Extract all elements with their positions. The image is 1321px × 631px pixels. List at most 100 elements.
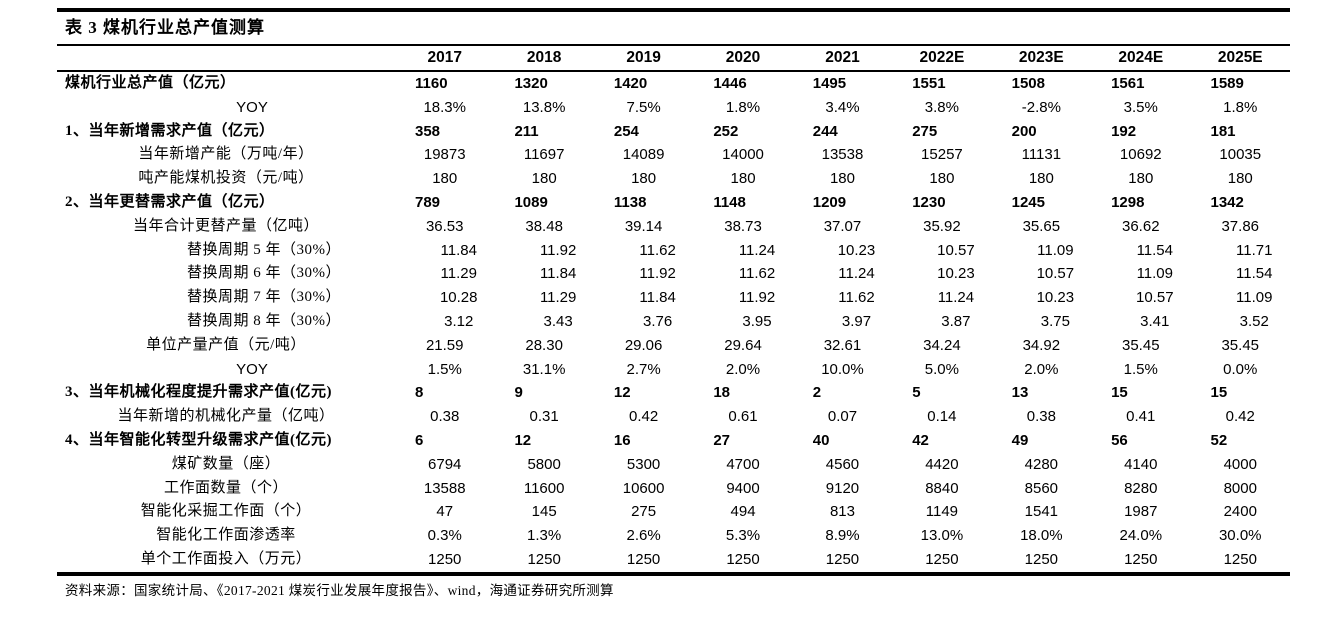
cell-value: 1420	[613, 75, 648, 92]
cell-value: 37.86	[1221, 217, 1260, 235]
row-label: 煤矿数量（座）	[171, 455, 281, 472]
cell-value: 1342	[1210, 193, 1244, 211]
row-label: 单位产量产值（元/吨）	[146, 336, 306, 353]
cell-value: 19873	[423, 146, 466, 164]
table-row: 4、当年智能化转型升级需求产值(亿元) 6 12 16 27 40 42 49 56 52	[57, 429, 1290, 453]
cell-value: 10.28	[439, 289, 478, 307]
cell-value: 13588	[423, 479, 466, 497]
cell-value: 3.5%	[1123, 98, 1158, 116]
cell-value: 5.3%	[725, 527, 761, 545]
cell-value: 11.92	[738, 289, 776, 307]
cell-value: 3.52	[1239, 312, 1269, 330]
row-label: 3、当年机械化程度提升需求产值(亿元)	[65, 384, 332, 401]
cell-value: 13.8%	[522, 98, 566, 116]
cell-value: 275	[912, 122, 938, 140]
cell-value: 2400	[1223, 503, 1257, 521]
cell-value: 180	[531, 170, 557, 188]
cell-value: 47	[436, 503, 454, 521]
table-row: 当年新增产能（万吨/年） 19873 11697 14089 14000 13538 152…	[57, 143, 1290, 167]
cell-value: 11.84	[639, 289, 676, 307]
row-label: 智能化采掘工作面（个）	[140, 503, 312, 520]
cell-value: 10.0%	[821, 360, 864, 378]
table-row: YOY 18.3% 13.8% 7.5% 1.8% 3.4% 3.8% -2.8% 3.5% 1.…	[57, 96, 1290, 120]
table-row: 当年合计更替产量（亿吨） 36.53 38.48 39.14 38.73 37.07 35.…	[57, 215, 1290, 239]
cell-value: 10.57	[1036, 265, 1075, 283]
cell-value: 4700	[726, 455, 760, 473]
cell-value: 15	[1111, 384, 1128, 402]
cell-value: 1250	[527, 550, 561, 568]
cell-value: 8000	[1223, 479, 1257, 497]
data-table: 2017 2018 2019 2020 2021 2022E 2023E 2024E 2025E…	[57, 46, 1290, 572]
bottom-divider	[57, 571, 1290, 576]
cell-value: 29.64	[724, 336, 762, 354]
cell-value: 12	[514, 431, 532, 449]
cell-value: 27	[713, 431, 730, 449]
cell-value: 180	[1028, 170, 1054, 188]
cell-value: 3.95	[742, 312, 772, 330]
cell-value: 3.4%	[825, 98, 860, 116]
cell-value: 9400	[726, 479, 760, 497]
cell-value: 1495	[812, 75, 847, 92]
cell-value: 1589	[1210, 75, 1244, 92]
cell-value: 11.54	[1136, 241, 1173, 259]
cell-value: 3.97	[841, 312, 872, 330]
table-row: 2、当年更替需求产值（亿元） 789 1089 1138 1148 1209 1230 124…	[57, 191, 1290, 215]
cell-value: 1089	[514, 193, 548, 211]
cell-value: 1.3%	[527, 527, 562, 545]
cell-value: 8	[415, 384, 424, 402]
cell-value: 8280	[1124, 479, 1158, 497]
cell-value: 1320	[514, 75, 548, 92]
cell-value: 56	[1111, 431, 1128, 449]
cell-value: 1160	[415, 75, 448, 92]
cell-value: 11.92	[539, 241, 577, 259]
row-label: 替换周期 7 年（30%）	[187, 289, 341, 306]
cell-value: 200	[1011, 122, 1037, 140]
cell-value: 2.7%	[626, 360, 661, 378]
cell-value: 18.3%	[423, 98, 466, 116]
cell-value: 275	[631, 503, 657, 521]
year-column-header: 2018	[494, 46, 594, 72]
cell-value: 35.92	[923, 217, 961, 235]
row-label-header	[57, 46, 395, 72]
cell-value: 34.92	[1022, 336, 1061, 354]
cell-value: 4140	[1124, 455, 1158, 473]
row-label: 替换周期 5 年（30%）	[187, 241, 341, 258]
cell-value: 2	[812, 384, 822, 402]
table-row: 智能化工作面渗透率 0.3% 1.3% 2.6% 5.3% 8.9% 13.0% 18.0% 2…	[57, 524, 1290, 548]
cell-value: 6	[415, 431, 424, 449]
cell-value: 192	[1111, 122, 1137, 140]
cell-value: 1250	[626, 550, 661, 568]
cell-value: 11.84	[539, 265, 577, 283]
table-row: 当年新增的机械化产量（亿吨） 0.38 0.31 0.42 0.61 0.07 0.14 0.…	[57, 405, 1290, 429]
cell-value: 3.8%	[924, 98, 959, 116]
cell-value: 42	[912, 431, 929, 449]
cell-value: 3.12	[444, 312, 474, 330]
cell-value: 180	[631, 170, 657, 188]
cell-value: 1209	[812, 193, 847, 211]
cell-value: 1250	[925, 550, 959, 568]
cell-value: 10600	[622, 479, 665, 497]
cell-value: 494	[730, 503, 756, 521]
cell-value: 11.09	[1236, 289, 1273, 307]
cell-value: 8560	[1024, 479, 1059, 497]
cell-value: 21.59	[425, 336, 464, 354]
row-label: 1、当年新增需求产值（亿元）	[65, 122, 275, 139]
cell-value: 10692	[1119, 146, 1162, 164]
table-title: 表 3 煤机行业总产值测算	[65, 18, 265, 37]
cell-value: 789	[415, 193, 441, 211]
cell-value: 8840	[925, 479, 959, 497]
cell-value: 4280	[1024, 455, 1059, 473]
cell-value: 16	[613, 431, 631, 449]
cell-value: 8.9%	[825, 527, 860, 545]
cell-value: 180	[730, 170, 756, 188]
cell-value: 36.53	[425, 217, 464, 235]
cell-value: 1230	[912, 193, 946, 211]
cell-value: 5800	[527, 455, 561, 473]
cell-value: 1250	[726, 550, 760, 568]
row-label: 当年合计更替产量（亿吨）	[132, 217, 319, 234]
cell-value: 11.09	[1136, 265, 1173, 283]
cell-value: 813	[829, 503, 855, 521]
cell-value: 180	[432, 170, 458, 188]
cell-value: 38.73	[724, 217, 762, 235]
cell-value: 34.24	[923, 336, 961, 354]
